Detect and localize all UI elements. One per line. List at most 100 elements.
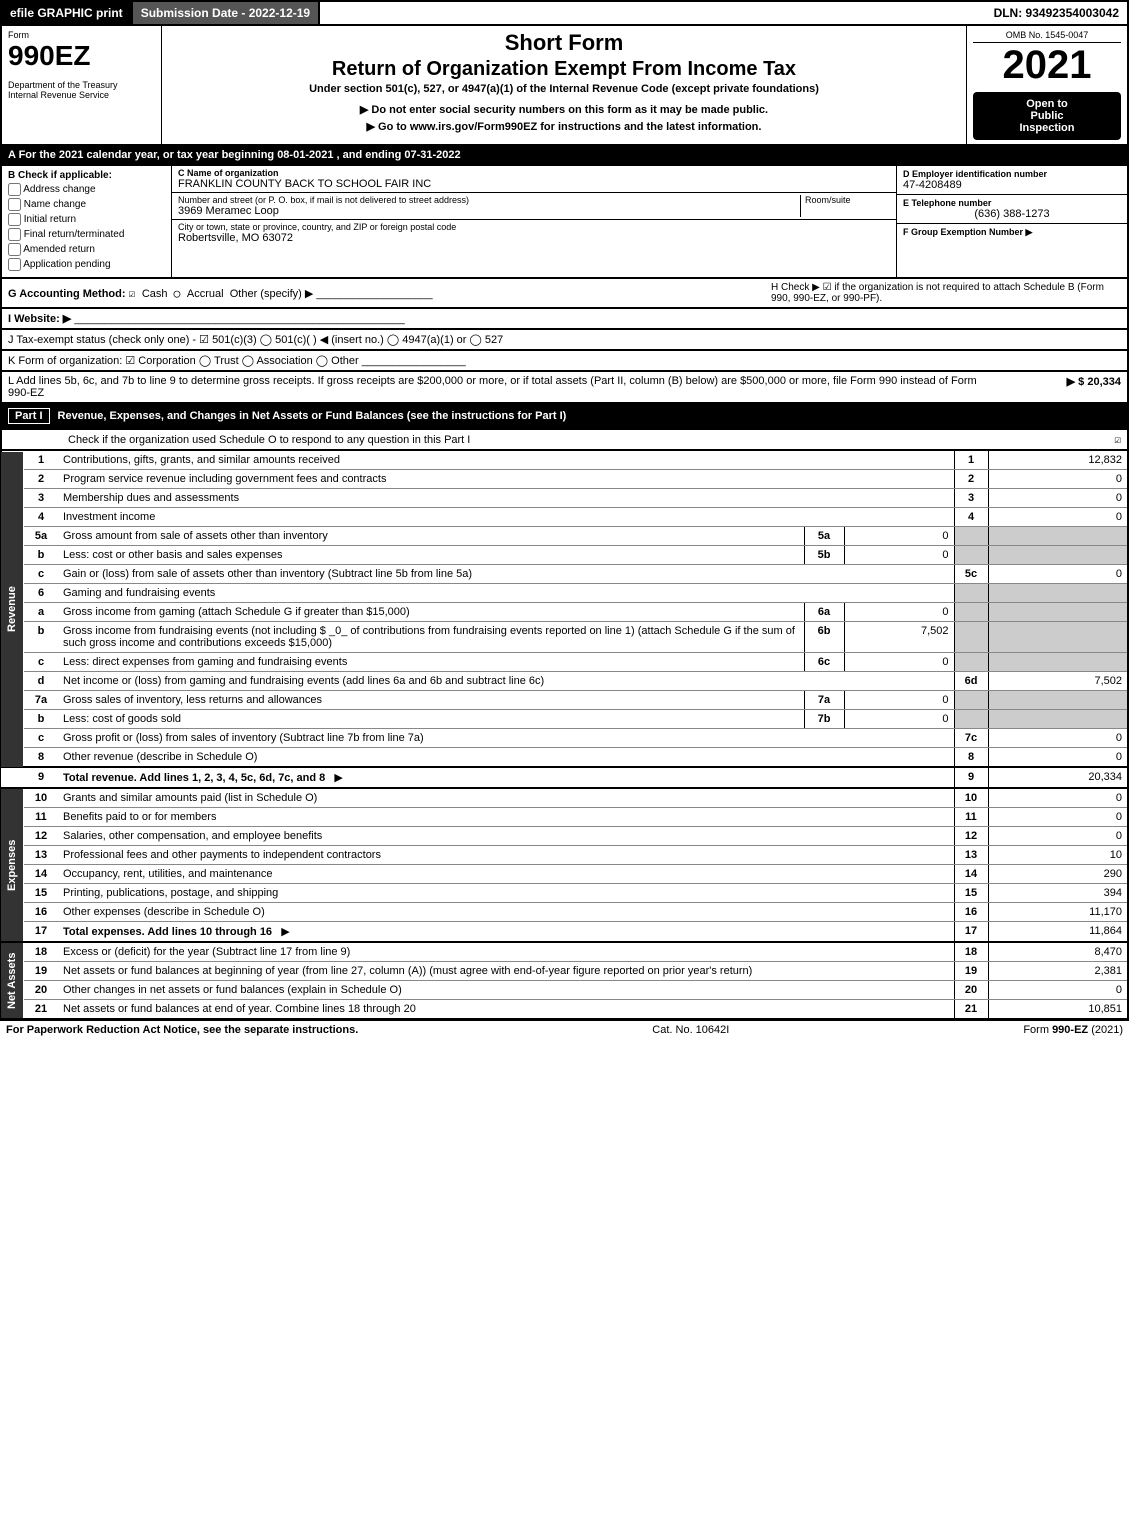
- header-left: Form 990EZ Department of the Treasury In…: [2, 26, 162, 144]
- subline-box: 6b: [804, 622, 844, 653]
- line-num: a: [24, 603, 58, 622]
- form-number: 990EZ: [8, 40, 155, 72]
- return-title: Return of Organization Exempt From Incom…: [168, 58, 960, 81]
- revenue-tab: Revenue: [1, 451, 24, 767]
- subline-val: 0: [844, 527, 954, 546]
- check-b-panel: B Check if applicable: Address change Na…: [2, 166, 172, 277]
- chk-address-change[interactable]: Address change: [8, 183, 165, 196]
- open-line1: Open to: [979, 98, 1115, 110]
- subline-box: 5a: [804, 527, 844, 546]
- line-num: 15: [24, 884, 58, 903]
- cash-checkbox[interactable]: ☑: [129, 287, 142, 300]
- line-text: Other changes in net assets or fund bala…: [58, 981, 954, 1000]
- line-text: Net assets or fund balances at end of ye…: [58, 1000, 954, 1020]
- chk-name-change[interactable]: Name change: [8, 198, 165, 211]
- accounting-method: G Accounting Method: ☑ Cash ◯ Accrual Ot…: [8, 287, 755, 300]
- efile-button[interactable]: efile GRAPHIC print: [2, 2, 133, 24]
- shaded: [988, 527, 1128, 546]
- chk-label: Amended return: [23, 244, 95, 255]
- line-val: 12,832: [988, 451, 1128, 470]
- shaded: [988, 622, 1128, 653]
- shaded: [954, 710, 988, 729]
- dln-label: DLN: 93492354003042: [986, 2, 1127, 24]
- part1-checkbox[interactable]: ☑: [1114, 433, 1121, 446]
- line-text: Contributions, gifts, grants, and simila…: [58, 451, 954, 470]
- subline-val: 7,502: [844, 622, 954, 653]
- line-9-text: Total revenue. Add lines 1, 2, 3, 4, 5c,…: [58, 767, 954, 788]
- line-num: 12: [24, 827, 58, 846]
- line-text: Gross income from fundraising events (no…: [58, 622, 804, 653]
- top-bar: efile GRAPHIC print Submission Date - 20…: [0, 0, 1129, 24]
- ein-cell: D Employer identification number 47-4208…: [897, 166, 1127, 195]
- line-val: 0: [988, 729, 1128, 748]
- line-val: 0: [988, 508, 1128, 527]
- line-text-bold: Total revenue. Add lines 1, 2, 3, 4, 5c,…: [63, 772, 325, 784]
- line-text: Net income or (loss) from gaming and fun…: [58, 672, 954, 691]
- goto-link[interactable]: ▶ Go to www.irs.gov/Form990EZ for instru…: [168, 120, 960, 133]
- line-val: 8,470: [988, 942, 1128, 962]
- chk-application-pending[interactable]: Application pending: [8, 258, 165, 271]
- line-ref: 5c: [954, 565, 988, 584]
- chk-label: Final return/terminated: [24, 229, 125, 240]
- header-right: OMB No. 1545-0047 2021 Open to Public In…: [967, 26, 1127, 144]
- form-of-org-row: K Form of organization: ☑ Corporation ◯ …: [0, 351, 1129, 372]
- shaded: [954, 622, 988, 653]
- tax-year: 2021: [973, 43, 1121, 88]
- line-num: 18: [24, 942, 58, 962]
- accrual-label: Accrual: [187, 288, 224, 300]
- subline-box: 6a: [804, 603, 844, 622]
- chk-initial-return[interactable]: Initial return: [8, 213, 165, 226]
- line-num: b: [24, 710, 58, 729]
- line-num: c: [24, 565, 58, 584]
- chk-label: Application pending: [23, 259, 110, 270]
- footer-mid: Cat. No. 10642I: [652, 1024, 729, 1036]
- line-ref: 12: [954, 827, 988, 846]
- line-ref: 3: [954, 489, 988, 508]
- dept-label: Department of the Treasury: [8, 80, 155, 90]
- line-text: Gross amount from sale of assets other t…: [58, 527, 804, 546]
- subline-box: 7b: [804, 710, 844, 729]
- lines-table: Revenue 1 Contributions, gifts, grants, …: [0, 451, 1129, 1020]
- line-num: 13: [24, 846, 58, 865]
- city-cell: City or town, state or province, country…: [172, 220, 896, 246]
- open-to-public-box: Open to Public Inspection: [973, 92, 1121, 140]
- page-footer: For Paperwork Reduction Act Notice, see …: [0, 1020, 1129, 1039]
- l-row: L Add lines 5b, 6c, and 7b to line 9 to …: [0, 372, 1129, 404]
- line-ref: 20: [954, 981, 988, 1000]
- chk-label: Initial return: [24, 214, 76, 225]
- subline-val: 0: [844, 603, 954, 622]
- line-text: Gross income from gaming (attach Schedul…: [58, 603, 804, 622]
- info-grid: B Check if applicable: Address change Na…: [0, 166, 1129, 279]
- spacer-tab: [1, 767, 24, 788]
- omb-label: OMB No. 1545-0047: [973, 30, 1121, 43]
- line-text: Less: cost or other basis and sales expe…: [58, 546, 804, 565]
- line-val: 7,502: [988, 672, 1128, 691]
- e-label: E Telephone number: [903, 198, 1121, 208]
- topbar-spacer: [320, 2, 985, 24]
- subline-val: 0: [844, 691, 954, 710]
- shaded: [954, 527, 988, 546]
- line-num: 21: [24, 1000, 58, 1020]
- line-text: Net assets or fund balances at beginning…: [58, 962, 954, 981]
- line-ref: 18: [954, 942, 988, 962]
- shaded: [988, 653, 1128, 672]
- org-city: Robertsville, MO 63072: [178, 232, 890, 244]
- line-text-bold: Total expenses. Add lines 10 through 16: [63, 926, 272, 938]
- right-info-panel: D Employer identification number 47-4208…: [897, 166, 1127, 277]
- line-text: Gross sales of inventory, less returns a…: [58, 691, 804, 710]
- line-val: 394: [988, 884, 1128, 903]
- accrual-checkbox[interactable]: ◯: [174, 287, 187, 300]
- row-g-h: G Accounting Method: ☑ Cash ◯ Accrual Ot…: [0, 279, 1129, 309]
- chk-amended-return[interactable]: Amended return: [8, 243, 165, 256]
- line-num: 1: [24, 451, 58, 470]
- chk-label: Name change: [24, 199, 86, 210]
- section-a-bar: A For the 2021 calendar year, or tax yea…: [0, 146, 1129, 166]
- line-text: Salaries, other compensation, and employ…: [58, 827, 954, 846]
- line-ref: 14: [954, 865, 988, 884]
- chk-final-return[interactable]: Final return/terminated: [8, 228, 165, 241]
- line-ref: 6d: [954, 672, 988, 691]
- line-ref: 10: [954, 788, 988, 808]
- phone-value: (636) 388-1273: [903, 208, 1121, 220]
- j-text: J Tax-exempt status (check only one) - ☑…: [8, 334, 503, 346]
- line-val: 2,381: [988, 962, 1128, 981]
